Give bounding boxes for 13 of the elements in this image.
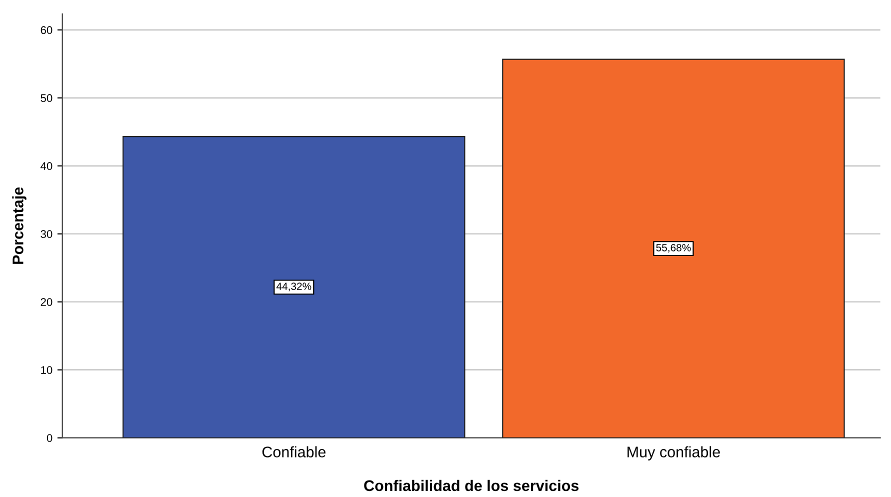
y-axis-title: Porcentaje — [12, 187, 26, 264]
y-tick-label: 50 — [40, 94, 52, 102]
x-axis-title: Confiabilidad de los servicios — [364, 480, 579, 492]
y-tick-label: 0 — [46, 434, 52, 442]
y-tick-label: 30 — [40, 230, 52, 238]
x-tick-label: Muy confiable — [628, 446, 720, 460]
x-tick-label: Confiable — [262, 446, 326, 458]
y-tick-label: 60 — [40, 26, 52, 34]
y-tick-label: 10 — [41, 366, 52, 374]
y-tick-label: 20 — [40, 298, 52, 306]
y-tick-label: 40 — [40, 162, 52, 170]
data-label: 55,68% — [656, 244, 691, 253]
data-label: 44,32% — [276, 282, 312, 292]
